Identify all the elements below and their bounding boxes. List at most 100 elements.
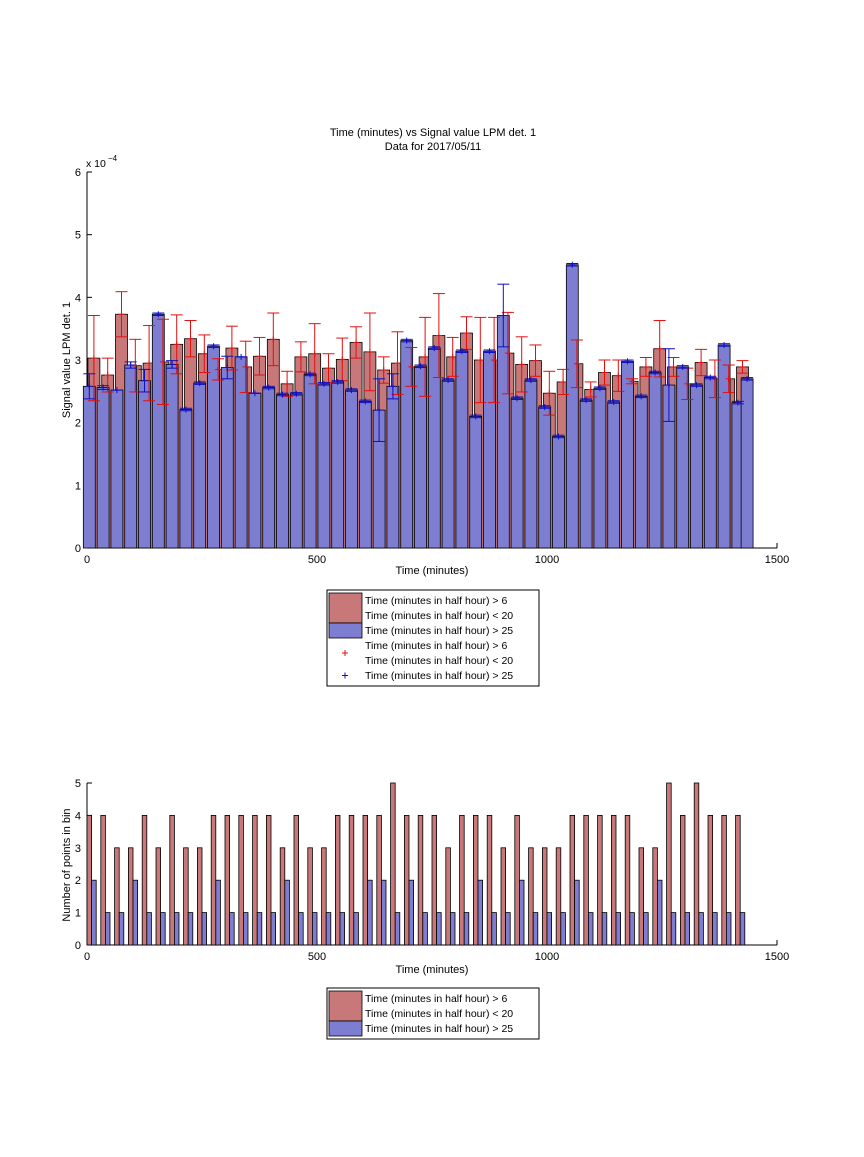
bar bbox=[726, 912, 732, 946]
bar bbox=[276, 394, 289, 549]
bar bbox=[265, 815, 272, 946]
y-tick-label: 2 bbox=[75, 418, 81, 430]
bar bbox=[141, 815, 148, 946]
bar bbox=[114, 847, 120, 946]
bar bbox=[542, 847, 548, 946]
bar bbox=[196, 847, 203, 946]
legend-label: Time (minutes in half hour) > 6 bbox=[365, 640, 507, 652]
legend-swatch bbox=[328, 622, 363, 639]
bar bbox=[160, 912, 166, 946]
y-tick-label: 1 bbox=[75, 908, 81, 920]
bar bbox=[546, 912, 552, 946]
bar bbox=[173, 912, 180, 946]
bar bbox=[201, 912, 207, 946]
y-exponent-power: −4 bbox=[108, 154, 118, 163]
bar bbox=[634, 395, 648, 549]
bar bbox=[270, 912, 276, 946]
legend-swatch bbox=[328, 990, 363, 1022]
bar bbox=[367, 879, 373, 946]
bar bbox=[376, 815, 382, 946]
bar bbox=[353, 912, 359, 946]
bar bbox=[680, 815, 686, 946]
legend-label: Time (minutes in half hour) < 20 bbox=[365, 610, 513, 622]
bar bbox=[436, 912, 442, 946]
bar bbox=[611, 815, 617, 946]
x-tick-label: 1000 bbox=[535, 554, 559, 566]
bar bbox=[256, 912, 263, 946]
bottom-legend: Time (minutes in half hour) > 6 Time (min… bbox=[326, 987, 540, 1040]
bar bbox=[179, 409, 193, 549]
x-tick-label: 500 bbox=[308, 554, 326, 566]
bar bbox=[666, 782, 672, 946]
bar bbox=[463, 912, 470, 946]
legend-label: Time (minutes in half hour) > 25 bbox=[365, 1023, 513, 1035]
bar bbox=[165, 363, 179, 549]
bar bbox=[601, 912, 608, 946]
bar bbox=[183, 847, 189, 946]
bar bbox=[624, 815, 631, 946]
bar bbox=[321, 847, 327, 946]
bar bbox=[648, 372, 662, 549]
bar bbox=[574, 879, 580, 946]
bar bbox=[615, 912, 621, 946]
bar bbox=[155, 847, 161, 946]
y-tick-label: 2 bbox=[75, 875, 81, 887]
bar bbox=[621, 360, 634, 549]
bar bbox=[486, 815, 493, 946]
bar bbox=[132, 879, 138, 946]
y-tick-label: 4 bbox=[75, 810, 81, 822]
bar bbox=[555, 847, 562, 946]
bar bbox=[317, 383, 331, 549]
bar bbox=[138, 380, 151, 549]
bar bbox=[532, 912, 539, 946]
bar bbox=[643, 912, 649, 946]
bar bbox=[348, 815, 355, 946]
bar bbox=[242, 912, 249, 946]
bar bbox=[712, 912, 718, 946]
bar bbox=[721, 815, 727, 946]
legend-label: Time (minutes in half hour) < 20 bbox=[365, 655, 513, 667]
bar bbox=[127, 847, 134, 946]
bar bbox=[445, 847, 451, 946]
bar bbox=[331, 381, 345, 549]
bar bbox=[593, 387, 607, 549]
bar bbox=[279, 847, 286, 946]
bar bbox=[252, 815, 258, 946]
bar bbox=[579, 399, 593, 549]
legend-swatch bbox=[328, 592, 363, 624]
bar bbox=[417, 815, 424, 946]
bar bbox=[552, 436, 565, 549]
bar bbox=[469, 415, 483, 549]
bar bbox=[690, 384, 703, 549]
bar bbox=[684, 912, 690, 946]
bar bbox=[514, 815, 520, 946]
bar bbox=[441, 379, 455, 549]
y-tick-label: 3 bbox=[75, 843, 81, 855]
legend-label: Time (minutes in half hour) > 6 bbox=[365, 993, 507, 1005]
chart-title: Time (minutes) vs Signal value LPM det. … bbox=[330, 127, 536, 139]
bar bbox=[403, 815, 410, 946]
bar bbox=[703, 377, 717, 549]
x-axis-label: Time (minutes) bbox=[396, 565, 469, 577]
bar bbox=[210, 815, 217, 946]
bar bbox=[670, 912, 677, 946]
x-tick-label: 1000 bbox=[535, 951, 559, 963]
bar bbox=[224, 815, 230, 946]
y-tick-label: 3 bbox=[75, 355, 81, 367]
bar bbox=[693, 782, 700, 946]
bar bbox=[325, 912, 332, 946]
bar bbox=[96, 387, 110, 549]
y-tick-label: 5 bbox=[75, 230, 81, 242]
bar bbox=[91, 879, 97, 946]
bar bbox=[339, 912, 345, 946]
y-tick-label: 0 bbox=[75, 940, 81, 952]
bar bbox=[311, 912, 318, 946]
bar bbox=[215, 879, 221, 946]
bar bbox=[638, 847, 644, 946]
y-tick-label: 1 bbox=[75, 480, 81, 492]
bar bbox=[505, 912, 511, 946]
chart-subtitle: Data for 2017/05/11 bbox=[385, 141, 481, 153]
y-tick-label: 4 bbox=[75, 292, 81, 304]
y-tick-label: 6 bbox=[75, 167, 81, 179]
